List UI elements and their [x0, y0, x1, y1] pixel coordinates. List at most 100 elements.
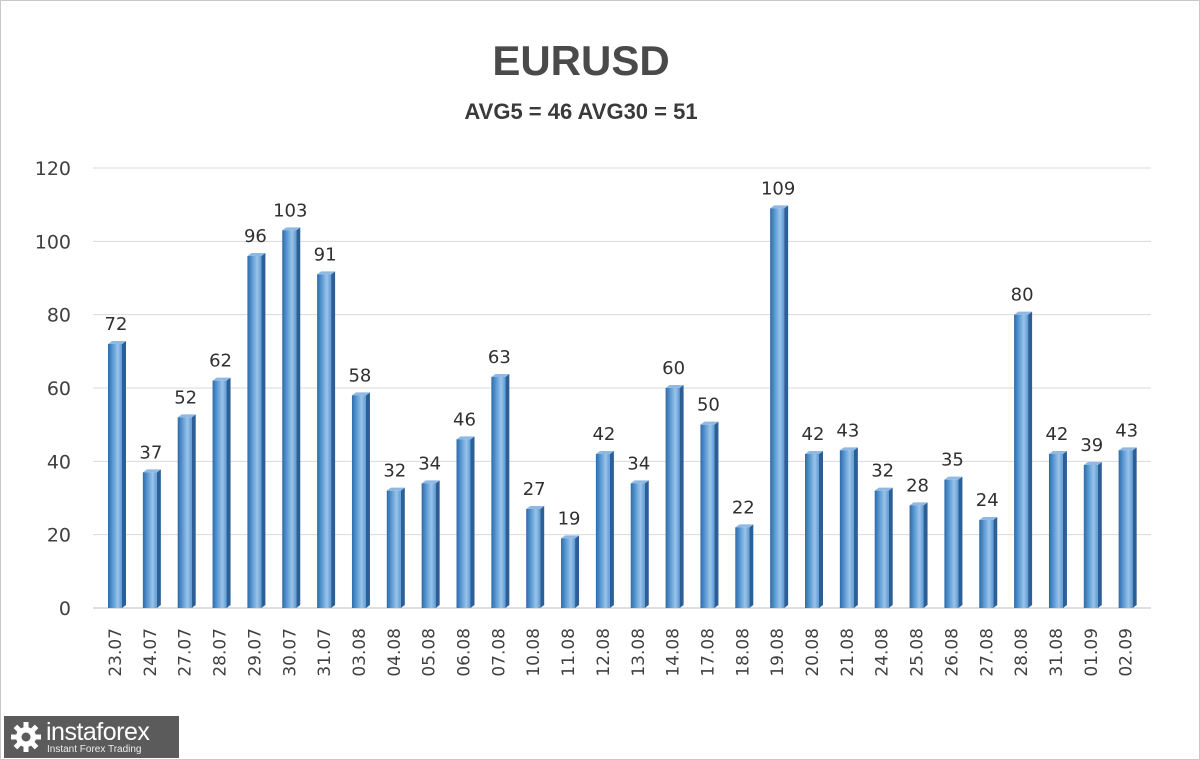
bar-side [679, 385, 684, 608]
bar [282, 230, 297, 609]
x-tick-label: 14.08 [664, 628, 684, 677]
bar-top [805, 451, 823, 454]
bar-side [1028, 311, 1033, 608]
bar-side [261, 253, 266, 608]
data-label: 58 [348, 365, 371, 386]
bar [421, 483, 436, 608]
y-tick-label: 120 [35, 158, 71, 180]
x-tick-label: 04.08 [385, 628, 405, 677]
data-label: 62 [209, 351, 232, 372]
bar-top [1014, 311, 1033, 315]
data-label: 43 [836, 420, 859, 441]
bar-top [247, 253, 266, 256]
bar-side [609, 451, 614, 608]
bar [1048, 454, 1063, 608]
x-tick-label: 05.08 [420, 628, 440, 677]
y-tick-label: 0 [59, 598, 71, 620]
bar [177, 417, 192, 608]
y-tick-label: 40 [47, 451, 71, 473]
x-tick-label: 24.07 [141, 628, 161, 677]
x-tick-label: 10.08 [524, 628, 544, 677]
data-label: 109 [761, 178, 795, 199]
data-label: 22 [732, 497, 755, 518]
bar-top [317, 271, 336, 275]
y-tick-label: 60 [47, 378, 71, 400]
bar [909, 505, 924, 608]
bar-side [784, 205, 789, 609]
bar-side [853, 447, 858, 608]
bar [944, 479, 959, 608]
bar-top [979, 517, 998, 520]
x-tick-label: 06.08 [455, 628, 475, 677]
bar-top [595, 451, 614, 454]
bar-side [540, 506, 545, 608]
data-label: 50 [697, 395, 720, 416]
bar [351, 395, 366, 608]
bar-top [561, 535, 580, 539]
x-tick-label: 12.08 [594, 628, 614, 677]
bar-top [839, 447, 858, 451]
data-label: 80 [1011, 285, 1034, 306]
x-tick-label: 02.09 [1117, 628, 1137, 677]
bar-side [191, 414, 196, 608]
x-tick-label: 27.07 [176, 628, 196, 677]
x-tick-label: 24.08 [873, 628, 893, 677]
bar [839, 450, 854, 608]
bar [1083, 465, 1098, 608]
bar [979, 520, 994, 608]
data-label: 34 [418, 453, 441, 474]
bar-top [1083, 462, 1102, 465]
data-label: 34 [627, 453, 650, 474]
bar-side [296, 227, 301, 609]
bar-side [400, 487, 405, 608]
data-label: 103 [273, 200, 307, 221]
instaforex-logo: instaforex Instant Forex Trading [4, 716, 179, 758]
bar [700, 424, 715, 608]
bar-top [526, 506, 545, 509]
x-tick-label: 18.08 [733, 628, 753, 677]
data-label: 96 [244, 226, 267, 247]
bar-side [993, 517, 998, 608]
bar [386, 490, 401, 608]
data-labels: 72 37 52 62 96 103 91 58 32 34 46 63 27 19 42 34 60 50 22 1… [105, 178, 1139, 529]
data-label: 43 [1115, 420, 1138, 441]
bar [247, 256, 262, 608]
bar-top [351, 392, 370, 396]
logo-tagline: Instant Forex Trading [47, 744, 142, 755]
gear-icon [11, 722, 41, 752]
y-tick-label: 20 [47, 525, 71, 547]
bar-side [888, 487, 893, 608]
x-tick-label: 25.08 [908, 628, 928, 677]
x-tick-label: 07.08 [489, 628, 509, 677]
data-label: 72 [105, 314, 128, 335]
bar-top [212, 377, 231, 381]
data-label: 60 [662, 358, 685, 379]
chart-title: EURUSD [492, 37, 670, 84]
bar-side [122, 341, 126, 608]
x-tick-label: 01.09 [1082, 628, 1102, 677]
data-label: 32 [383, 461, 406, 482]
bar [874, 490, 889, 608]
bar [665, 388, 680, 608]
x-tick-label: 29.07 [245, 628, 265, 677]
data-label: 91 [314, 244, 337, 265]
bar [735, 527, 750, 608]
data-label: 42 [592, 424, 615, 445]
bar [317, 274, 332, 608]
bar-top [630, 480, 649, 484]
bar [456, 439, 471, 608]
bar-top [456, 436, 475, 440]
data-label: 46 [453, 409, 476, 430]
bar-side [365, 392, 370, 608]
data-label: 37 [139, 442, 162, 463]
bar-top [108, 341, 126, 344]
x-tick-label: 28.07 [211, 628, 231, 677]
x-tick-label: 28.08 [1012, 628, 1032, 677]
bar-top [421, 480, 440, 484]
x-tick-label: 26.08 [942, 628, 962, 677]
bar-side [156, 469, 161, 608]
x-tick-label: 31.07 [315, 628, 335, 677]
x-tick-label: 17.08 [698, 628, 718, 677]
